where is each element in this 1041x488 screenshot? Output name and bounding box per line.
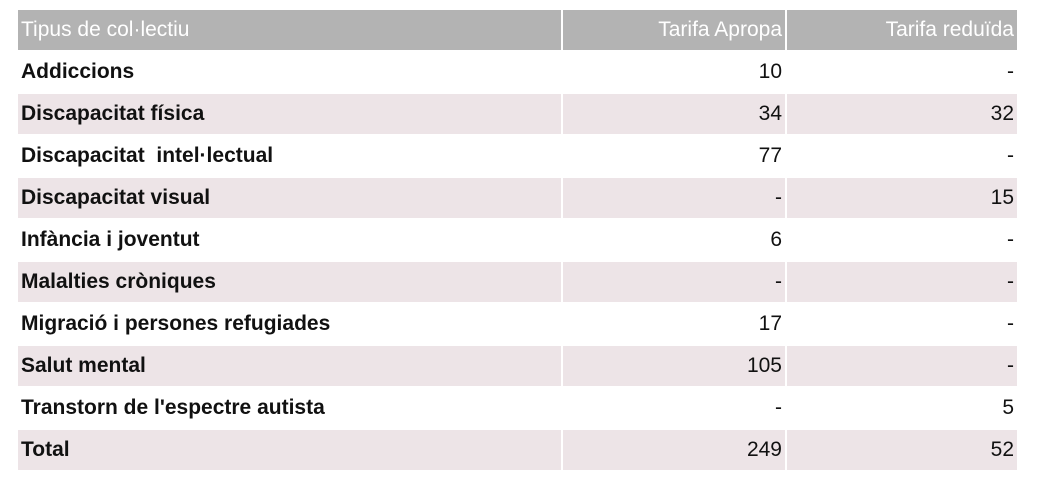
cell: - — [787, 262, 1017, 302]
cell: 77 — [758, 144, 782, 167]
table-row: Total 249 52 — [18, 430, 1017, 470]
row-label: Discapacitat intel·lectual — [21, 144, 274, 167]
cell: - — [1007, 312, 1014, 335]
table-row: Discapacitat intel·lectual 77 - — [18, 136, 1017, 176]
cell: 52 — [787, 430, 1017, 470]
cell: 32 — [787, 94, 1017, 134]
cell: - — [563, 262, 785, 302]
row-label: Salut mental — [18, 346, 561, 386]
table-row: Migració i persones refugiades 17 - — [18, 304, 1017, 344]
cell: 15 — [787, 178, 1017, 218]
table-row: Salut mental 105- — [18, 346, 1017, 386]
cell: 105 — [563, 346, 785, 386]
table-row: Infància i joventut 6 - — [18, 220, 1017, 260]
row-label: Migració i persones refugiades — [21, 312, 331, 335]
cell: 34 — [563, 94, 785, 134]
cell: - — [775, 396, 782, 419]
row-label: Infància i joventut — [21, 228, 200, 251]
cell: 249 — [563, 430, 785, 470]
cell: 6 — [770, 228, 782, 251]
data-table: Tipus de col·lectiu Tarifa Apropa Tarifa r… — [16, 8, 1019, 472]
cell: - — [787, 346, 1017, 386]
cell: 10 — [758, 60, 782, 83]
table-row: Transtorn de l'espectre autista - 5 — [18, 388, 1017, 428]
cell: - — [1007, 60, 1014, 83]
cell: 5 — [1002, 396, 1014, 419]
row-label: Transtorn de l'espectre autista — [21, 396, 325, 419]
row-label: Malalties cròniques — [18, 262, 561, 302]
header-row: Tipus de col·lectiu Tarifa Apropa Tarifa r… — [18, 10, 1017, 50]
table-row: Discapacitat física 34 32 — [18, 94, 1017, 134]
cell: 17 — [758, 312, 782, 335]
cell: - — [1007, 228, 1014, 251]
row-label: Addiccions — [21, 60, 135, 83]
header-cell: Tarifa reduïda — [787, 10, 1017, 50]
header-cell: Tipus de col·lectiu — [18, 10, 561, 50]
table-row: Discapacitat visual -15 — [18, 178, 1017, 218]
row-label: Discapacitat visual — [18, 178, 561, 218]
table-row: Malalties cròniques - - — [18, 262, 1017, 302]
table-row: Addiccions 10 - — [18, 52, 1017, 92]
row-label: Discapacitat física — [18, 94, 561, 134]
header-cell: Tarifa Apropa — [563, 10, 785, 50]
cell: - — [1007, 144, 1014, 167]
row-label: Total — [18, 430, 561, 470]
cell: - — [563, 178, 785, 218]
